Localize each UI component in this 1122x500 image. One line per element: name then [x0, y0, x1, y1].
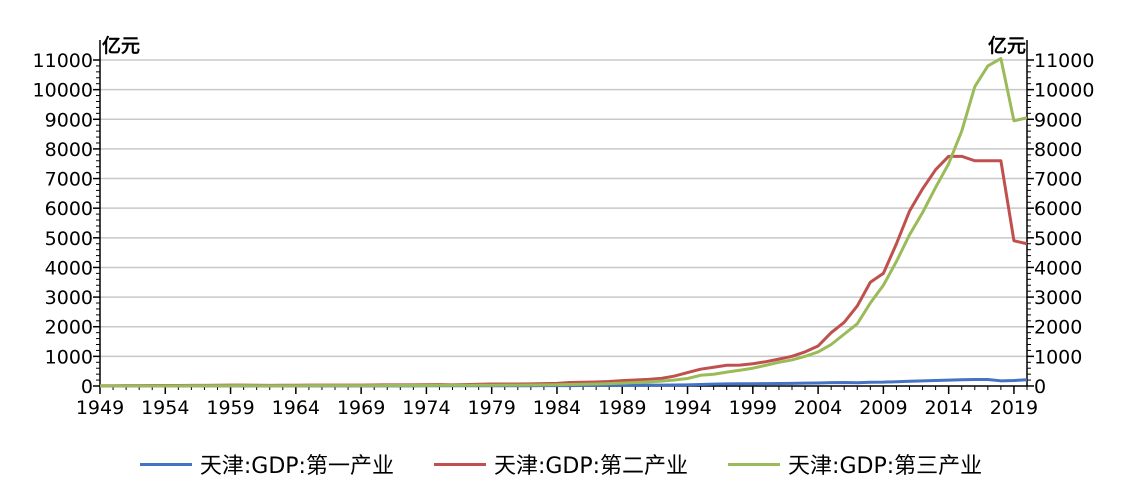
right-axis-unit: 亿元: [988, 34, 1026, 57]
y-tick-label-left: 3000: [45, 287, 93, 309]
x-tick-label: 1949: [76, 397, 124, 419]
x-tick-label: 2014: [924, 397, 972, 419]
legend-item-tertiary: 天津:GDP:第三产业: [728, 448, 982, 480]
y-tick-label-left: 2000: [45, 317, 93, 339]
y-tick-label-left: 9000: [45, 109, 93, 131]
y-tick-label-right: 3000: [1034, 287, 1082, 309]
x-tick-label: 1954: [141, 397, 189, 419]
x-tick-label: 1984: [533, 397, 581, 419]
y-tick-label-left: 1000: [45, 346, 93, 368]
x-tick-label: 1969: [337, 397, 385, 419]
y-tick-label-right: 6000: [1034, 198, 1082, 220]
line-chart: 0 0 1000 1000 2000 2000 3000 3000 4000 4000 5000 50…: [33, 34, 1095, 419]
legend-label-tertiary: 天津:GDP:第三产业: [788, 454, 983, 479]
y-tick-label-right: 0: [1034, 376, 1046, 398]
y-tick-label-left: 0: [81, 376, 93, 398]
x-tick-label: 1959: [206, 397, 254, 419]
series-line-2: [100, 154, 1028, 388]
x-tick-label: 1994: [663, 397, 711, 419]
y-tick-label-right: 10000: [1034, 80, 1094, 102]
x-tick-label: 1979: [468, 397, 516, 419]
y-tick-label-right: 2000: [1034, 317, 1082, 339]
y-tick-label-right: 9000: [1034, 109, 1082, 131]
x-tick-label: 1964: [272, 397, 320, 419]
x-tick-label: 2019: [990, 397, 1038, 419]
y-tick-label-left: 4000: [45, 257, 93, 279]
y-tick-label-right: 4000: [1034, 257, 1082, 279]
series-line-3: [100, 57, 1028, 388]
x-tick-label: 1999: [729, 397, 777, 419]
axes: 0 0 1000 1000 2000 2000 3000 3000 4000 4000 5000 50…: [33, 40, 1094, 419]
x-tick-label: 1974: [402, 397, 450, 419]
y-tick-label-left: 8000: [45, 139, 93, 161]
x-tick-label: 2009: [859, 397, 907, 419]
legend-item-primary: 天津:GDP:第一产业: [139, 448, 394, 480]
legend: 天津:GDP:第一产业 天津:GDP:第二产业 天津:GDP:第三产业: [0, 448, 1122, 480]
legend-label-primary: 天津:GDP:第一产业: [199, 454, 394, 479]
legend-label-secondary: 天津:GDP:第二产业: [493, 454, 689, 479]
legend-swatch-tertiary: [728, 462, 781, 466]
y-tick-label-right: 8000: [1034, 139, 1082, 161]
y-tick-label-left: 6000: [45, 198, 93, 220]
left-axis-unit: 亿元: [102, 34, 140, 57]
y-tick-label-right: 5000: [1034, 228, 1082, 250]
legend-swatch-primary: [139, 462, 192, 466]
y-tick-label-right: 1000: [1034, 346, 1082, 368]
y-tick-label-right: 11000: [1034, 50, 1094, 72]
x-tick-label: 2004: [794, 397, 842, 419]
y-tick-label-left: 7000: [45, 169, 93, 191]
y-tick-label-right: 7000: [1034, 169, 1082, 191]
gridlines: [100, 59, 1027, 358]
series-lines: [100, 57, 1028, 388]
x-tick-label: 1989: [598, 397, 646, 419]
y-tick-label-left: 11000: [33, 50, 93, 72]
y-tick-label-left: 10000: [33, 80, 93, 102]
legend-item-secondary: 天津:GDP:第二产业: [433, 448, 689, 480]
y-tick-label-left: 5000: [45, 228, 93, 250]
legend-swatch-secondary: [433, 462, 486, 466]
